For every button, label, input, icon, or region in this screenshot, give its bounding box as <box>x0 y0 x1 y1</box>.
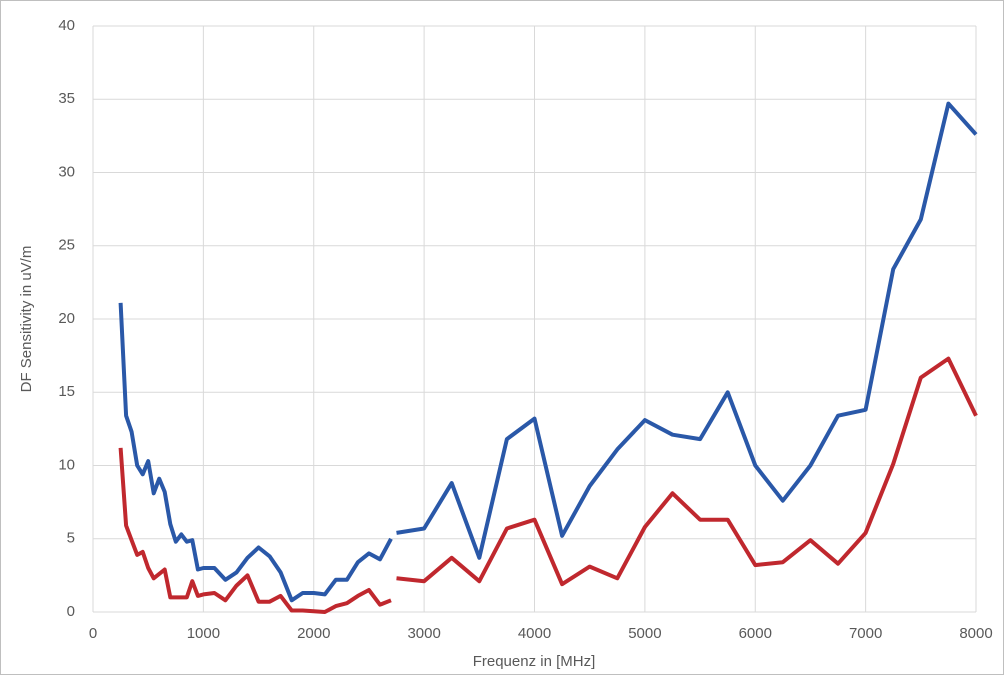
y-tick-label: 35 <box>58 90 75 107</box>
x-tick-label: 4000 <box>518 625 551 642</box>
series-line <box>118 101 978 603</box>
x-tick-label: 1000 <box>187 625 220 642</box>
x-tick-label: 3000 <box>407 625 440 642</box>
y-axis-label: DF Sensitivity in uV/m <box>18 246 35 393</box>
x-tick-label: 5000 <box>628 625 661 642</box>
x-tick-label: 6000 <box>739 625 772 642</box>
y-tick-label: 15 <box>58 383 75 400</box>
y-tick-label: 25 <box>58 237 75 254</box>
y-tick-label: 20 <box>58 310 75 327</box>
x-tick-label: 8000 <box>959 625 992 642</box>
y-tick-label: 10 <box>58 456 75 473</box>
x-tick-label: 2000 <box>297 625 330 642</box>
y-tick-label: 40 <box>58 17 75 34</box>
y-tick-label: 0 <box>67 603 75 620</box>
x-tick-label: 7000 <box>849 625 882 642</box>
x-axis-label: Frequenz in [MHz] <box>473 653 596 670</box>
series-line <box>118 356 978 614</box>
x-tick-label: 0 <box>89 625 97 642</box>
y-tick-label: 5 <box>67 530 75 547</box>
y-tick-label: 30 <box>58 163 75 180</box>
